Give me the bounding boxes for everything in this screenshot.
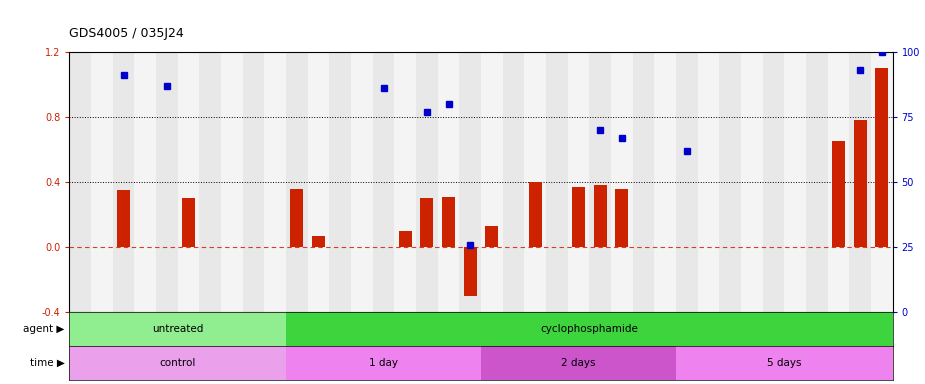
Bar [286,52,308,313]
Bar [286,313,893,346]
Text: cyclophosphamide: cyclophosphamide [540,324,638,334]
Bar [720,52,741,313]
Bar [69,346,286,380]
Bar [871,52,893,313]
Bar [394,52,416,313]
Bar [438,52,460,313]
Bar [828,52,849,313]
Bar [594,185,607,247]
Bar [481,52,502,313]
Bar [178,52,200,313]
Bar [460,52,481,313]
Bar [463,247,476,296]
Bar [676,52,697,313]
Bar [134,52,156,313]
Bar [546,52,568,313]
Bar [308,52,329,313]
Bar [91,52,113,313]
Text: 1 day: 1 day [369,358,398,368]
Bar [697,52,720,313]
Bar [832,141,845,247]
Bar [242,52,265,313]
Bar [373,52,394,313]
Bar [654,52,676,313]
Bar [265,52,286,313]
Text: 2 days: 2 days [561,358,596,368]
Bar [182,199,195,247]
Bar [200,52,221,313]
Bar [849,52,871,313]
Bar [312,236,325,247]
Text: agent ▶: agent ▶ [23,324,65,334]
Bar [481,346,676,380]
Bar [486,226,499,247]
Bar [351,52,373,313]
Bar [806,52,828,313]
Bar [113,52,134,313]
Bar [69,313,286,346]
Bar [568,52,589,313]
Text: time ▶: time ▶ [30,358,65,368]
Bar [442,197,455,247]
Bar [611,52,633,313]
Bar [420,199,433,247]
Bar [676,346,893,380]
Bar [615,189,628,247]
Bar [762,52,784,313]
Bar [286,346,481,380]
Text: 5 days: 5 days [767,358,802,368]
Bar [290,189,303,247]
Bar [502,52,524,313]
Bar [741,52,762,313]
Bar [589,52,611,313]
Bar [416,52,438,313]
Bar [529,182,542,247]
Text: untreated: untreated [152,324,204,334]
Bar [221,52,242,313]
Bar [784,52,806,313]
Bar [572,187,585,247]
Text: GDS4005 / 035J24: GDS4005 / 035J24 [69,27,184,40]
Bar [399,231,412,247]
Text: control: control [159,358,196,368]
Bar [329,52,351,313]
Bar [875,68,888,247]
Bar [69,52,91,313]
Bar [854,120,867,247]
Bar [524,52,546,313]
Bar [633,52,654,313]
Bar [156,52,178,313]
Bar [117,190,130,247]
